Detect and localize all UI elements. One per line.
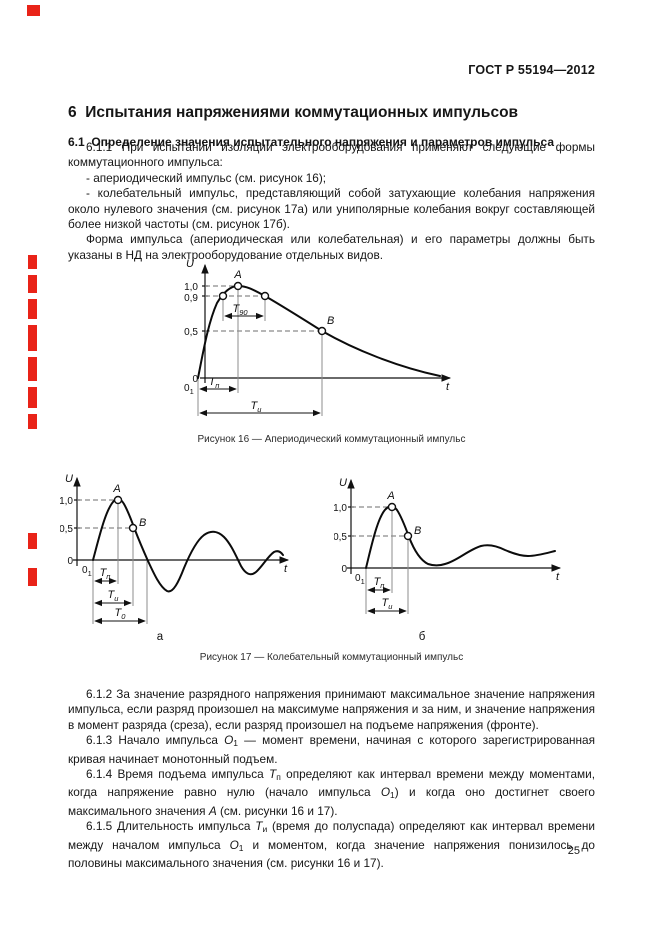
- origin-label: 01: [82, 565, 92, 578]
- paragraph: 6.1.4 Время подъема импульса Tп определя…: [68, 767, 595, 818]
- t0-label: T0: [115, 607, 127, 621]
- x-axis-label: t: [446, 381, 450, 393]
- paragraph: 6.1.5 Длительность импульса Tи (время до…: [68, 819, 595, 871]
- figure16-caption: Рисунок 16 — Апериодический коммутационн…: [197, 434, 466, 445]
- paragraph: 6.1.2 За значение разрядного напряжения …: [68, 687, 595, 732]
- point-09-tail: [260, 291, 270, 301]
- impulse-curve: [197, 284, 441, 379]
- y-axis-label: U: [186, 258, 194, 270]
- subfigure-letter-b: б: [419, 631, 426, 643]
- point-A-peak: [387, 502, 397, 512]
- impulse-curve: [92, 498, 284, 593]
- paragraph: - апериодический импульс (см. рисунок 16…: [86, 170, 327, 185]
- point-B-half: [128, 523, 138, 533]
- red-scan-mark: [28, 325, 37, 351]
- paragraph: 6.1.1 При испытании изоляции электрообор…: [68, 140, 595, 170]
- impulse-curve: [365, 505, 556, 569]
- subsection-title: 6.1 Определение значения испытательного …: [68, 134, 555, 149]
- red-scan-mark: [28, 387, 37, 408]
- body-text-bottom: 6.1.2 За значение разрядного напряжения …: [68, 687, 595, 871]
- point-A-peak: [233, 281, 243, 291]
- tick-0-5: 0,5: [334, 532, 347, 543]
- label-A: A: [112, 483, 120, 495]
- tick-1-0: 1,0: [184, 282, 198, 293]
- paragraph: - колебательный импульс, представляющий …: [68, 186, 595, 232]
- red-scan-mark: [28, 255, 37, 269]
- figure17a-oscillatory-impulse-plot: U t A B 1,0 0,5 0 01 Tп Tи T0 а: [60, 473, 290, 643]
- tick-0-5: 0,5: [184, 327, 198, 338]
- red-scan-mark: [28, 414, 37, 429]
- tick-0: 0: [341, 564, 347, 575]
- rise-time-label: Tп: [100, 567, 111, 581]
- red-scan-mark: [28, 357, 37, 381]
- point-B-half: [317, 326, 327, 336]
- tick-0: 0: [67, 556, 73, 567]
- origin-label: 01: [355, 573, 365, 586]
- red-scan-mark: [28, 533, 37, 549]
- label-A: A: [386, 490, 394, 502]
- label-B: B: [327, 315, 334, 327]
- label-B: B: [139, 517, 146, 529]
- point-09-front: [218, 291, 228, 301]
- point-B-half: [403, 531, 413, 541]
- duration-label: Tи: [382, 597, 394, 611]
- duration-label: Tи: [108, 589, 120, 603]
- paragraph: Форма импульса (апериодическая или колеб…: [68, 232, 595, 262]
- red-scan-mark: [28, 275, 37, 293]
- label-B: B: [414, 525, 421, 537]
- subfigure-letter-a: а: [157, 631, 164, 643]
- figure16-aperiodic-impulse-plot: U t A B 1,0 0,9 0,5 0 01 T90 Tп Tи: [184, 258, 452, 417]
- paragraph: 6.1.3 Начало импульса O1 — момент времен…: [68, 733, 595, 766]
- x-axis-label: t: [284, 563, 288, 575]
- t90-label: T90: [232, 303, 248, 317]
- red-scan-mark: [28, 299, 37, 319]
- red-scan-mark: [28, 568, 37, 586]
- figure17b-oscillatory-impulse-plot: U t A B 1,0 0,5 0 01 Tп Tи б: [334, 477, 562, 643]
- figure17-caption: Рисунок 17 — Колебательный коммутационны…: [199, 652, 464, 663]
- duration-label: Tи: [251, 400, 263, 414]
- tick-1-0: 1,0: [60, 496, 73, 507]
- label-A: A: [233, 269, 241, 281]
- red-scan-mark: [27, 5, 40, 16]
- tick-0-5: 0,5: [60, 524, 73, 535]
- y-axis-label: U: [339, 477, 347, 489]
- body-text-top: 6.1.1 При испытании изоляции электрообор…: [68, 140, 595, 263]
- tick-1-0: 1,0: [334, 503, 347, 514]
- rise-time-label: Tп: [374, 576, 385, 590]
- y-axis-label: U: [65, 473, 73, 485]
- standard-number: ГОСТ Р 55194—2012: [468, 63, 595, 77]
- section-title: 6 Испытания напряжениями коммутационных …: [68, 104, 519, 122]
- tick-0: 0: [192, 374, 198, 385]
- rise-time-label: Tп: [209, 376, 220, 390]
- x-axis-label: t: [556, 571, 560, 583]
- point-A-peak: [113, 495, 123, 505]
- tick-0-9: 0,9: [184, 293, 198, 304]
- page-number: 25: [567, 845, 580, 857]
- origin-label: 01: [184, 383, 194, 396]
